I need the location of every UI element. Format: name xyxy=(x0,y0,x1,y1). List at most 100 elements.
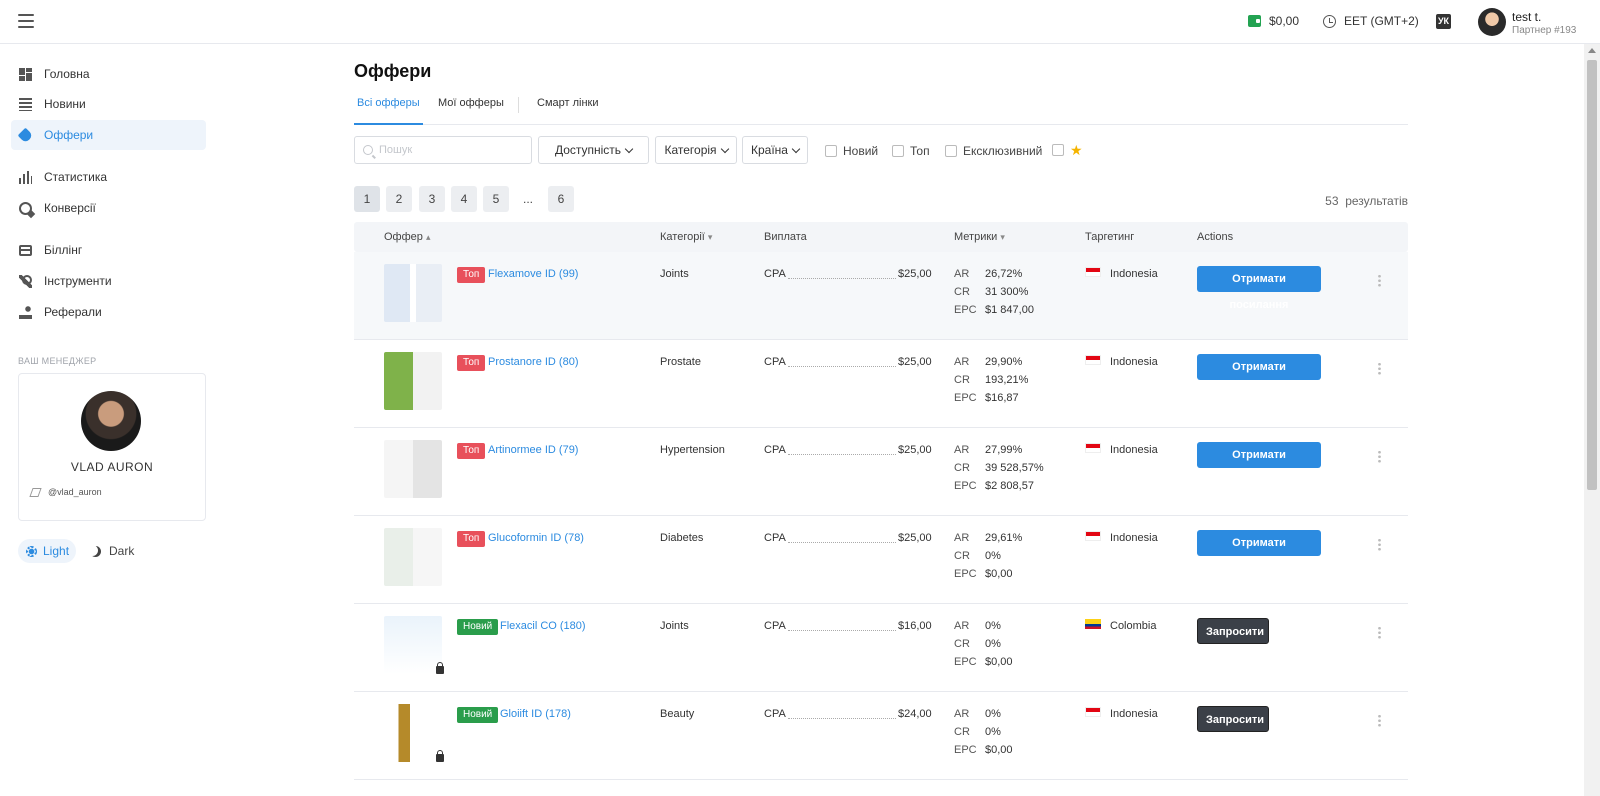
search-input[interactable] xyxy=(379,144,519,156)
offer-thumbnail[interactable] xyxy=(384,264,442,322)
sidebar-item-billing[interactable]: Біллінг xyxy=(11,235,206,265)
sidebar-item-conversions[interactable]: Конверсії xyxy=(11,193,206,223)
more-options-icon[interactable] xyxy=(1378,538,1381,551)
category-dropdown[interactable]: Категорія xyxy=(655,136,737,164)
offer-thumbnail[interactable] xyxy=(384,440,442,498)
more-options-icon[interactable] xyxy=(1378,714,1381,727)
page-1[interactable]: 1 xyxy=(354,186,380,212)
header-targeting: Таргетинг xyxy=(1085,231,1135,243)
country-flag-icon xyxy=(1085,443,1101,453)
header-metrics[interactable]: Метрики ▾ xyxy=(954,231,1005,243)
metric-cr-label: CR xyxy=(954,638,970,650)
payout-value: $25,00 xyxy=(898,268,932,280)
filter-favorite[interactable]: ★ xyxy=(1052,142,1083,158)
country-name: Indonesia xyxy=(1110,708,1158,720)
new-checkbox[interactable] xyxy=(825,145,837,157)
get-link-button[interactable]: Отримати посилання xyxy=(1197,354,1321,399)
manager-telegram-handle[interactable]: @vlad_auron xyxy=(48,487,102,497)
sidebar-item-tools[interactable]: Інструменти xyxy=(11,266,206,296)
more-options-icon[interactable] xyxy=(1378,626,1381,639)
payout-type: CPA xyxy=(764,708,786,720)
offers-table: Оффер ▴ Категорії ▾ Виплата Метрики ▾ Та… xyxy=(354,222,1408,780)
filter-new[interactable]: Новий xyxy=(825,144,878,158)
page-3[interactable]: 3 xyxy=(419,186,445,212)
offer-thumbnail[interactable] xyxy=(384,616,442,674)
language-switch[interactable]: УК xyxy=(1436,14,1451,29)
offer-name-link[interactable]: Glucoformin ID (78) xyxy=(488,532,584,544)
metric-epc-value: $2 808,57 xyxy=(985,480,1034,492)
scrollbar-thumb[interactable] xyxy=(1587,60,1597,490)
user-avatar[interactable] xyxy=(1478,8,1506,36)
top-checkbox[interactable] xyxy=(892,145,904,157)
page-6[interactable]: 6 xyxy=(548,186,574,212)
clock-icon xyxy=(1323,14,1336,28)
referral-icon xyxy=(19,305,32,319)
sidebar-item-home[interactable]: Головна xyxy=(11,59,206,89)
balance[interactable]: $0,00 xyxy=(1248,14,1299,28)
more-options-icon[interactable] xyxy=(1378,362,1381,375)
metric-cr-label: CR xyxy=(954,550,970,562)
tab-my-offers[interactable]: Мої офферы xyxy=(438,97,504,109)
lock-icon xyxy=(436,750,444,762)
tab-smart-links[interactable]: Смарт лінки xyxy=(537,97,599,109)
star-icon: ★ xyxy=(1070,142,1083,158)
request-button[interactable]: Запросити xyxy=(1197,706,1269,732)
header-offer[interactable]: Оффер ▴ xyxy=(384,231,431,243)
search-icon xyxy=(363,145,373,155)
page-5[interactable]: 5 xyxy=(483,186,509,212)
offer-name-link[interactable]: Artinormee ID (79) xyxy=(488,444,579,456)
metric-epc-value: $1 847,00 xyxy=(985,304,1034,316)
favorite-checkbox[interactable] xyxy=(1052,144,1064,156)
more-options-icon[interactable] xyxy=(1378,450,1381,463)
offer-name-link[interactable]: Prostanore ID (80) xyxy=(488,356,579,368)
lock-icon xyxy=(436,662,444,674)
search-box[interactable] xyxy=(354,136,532,164)
theme-dark-button[interactable]: Dark xyxy=(90,539,134,563)
country-dropdown[interactable]: Країна xyxy=(742,136,808,164)
filter-exclusive-label: Ексклюзивний xyxy=(963,144,1043,158)
metric-ar-label: AR xyxy=(954,268,970,280)
filter-exclusive[interactable]: Ексклюзивний xyxy=(945,144,1042,158)
metric-cr-label: CR xyxy=(954,726,970,738)
timezone[interactable]: EET (GMT+2) xyxy=(1323,14,1419,28)
offer-thumbnail[interactable] xyxy=(384,704,442,762)
more-options-icon[interactable] xyxy=(1378,274,1381,287)
offer-category: Prostate xyxy=(660,356,701,368)
offer-thumbnail[interactable] xyxy=(384,528,442,586)
manager-telegram[interactable]: @vlad_auron xyxy=(29,487,102,497)
metric-ar-value: 0% xyxy=(985,708,1001,720)
target-icon xyxy=(19,201,32,215)
offer-name-link[interactable]: Flexacil CO (180) xyxy=(500,620,586,632)
sidebar-item-offers[interactable]: Оффери xyxy=(11,120,206,150)
metric-epc-label: EPC xyxy=(954,392,977,404)
availability-dropdown[interactable]: Доступність xyxy=(538,136,649,164)
menu-icon[interactable] xyxy=(18,14,34,28)
sidebar-item-statistics[interactable]: Статистика xyxy=(11,162,206,192)
offer-thumbnail[interactable] xyxy=(384,352,442,410)
news-icon xyxy=(19,97,32,111)
user-name[interactable]: test t. xyxy=(1512,10,1542,24)
tab-all-offers[interactable]: Всі офферы xyxy=(354,97,423,125)
request-button[interactable]: Запросити xyxy=(1197,618,1269,644)
get-link-button[interactable]: Отримати посилання xyxy=(1197,442,1321,487)
offer-name-link[interactable]: Gloiift ID (178) xyxy=(500,708,571,720)
filter-top[interactable]: Топ xyxy=(892,144,930,158)
payout-type: CPA xyxy=(764,620,786,632)
get-link-button[interactable]: Отримати посилання xyxy=(1197,266,1321,311)
theme-light-button[interactable]: Light xyxy=(18,539,76,563)
header-categories[interactable]: Категорії ▾ xyxy=(660,231,712,243)
scroll-up-icon[interactable] xyxy=(1588,48,1596,53)
scrollbar[interactable] xyxy=(1584,44,1600,796)
exclusive-checkbox[interactable] xyxy=(945,145,957,157)
results-label: результатів xyxy=(1345,194,1408,208)
offer-name-link[interactable]: Flexamove ID (99) xyxy=(488,268,579,280)
table-row: Новий Gloiift ID (178) Beauty CPA $24,00… xyxy=(354,692,1408,780)
tag-icon xyxy=(17,127,34,143)
metric-cr-label: CR xyxy=(954,286,970,298)
sidebar-item-referrals[interactable]: Реферали xyxy=(11,297,206,327)
sidebar-item-news[interactable]: Новини xyxy=(11,89,206,119)
payout-leader xyxy=(788,454,896,455)
page-2[interactable]: 2 xyxy=(386,186,412,212)
get-link-button[interactable]: Отримати посилання xyxy=(1197,530,1321,575)
page-4[interactable]: 4 xyxy=(451,186,477,212)
